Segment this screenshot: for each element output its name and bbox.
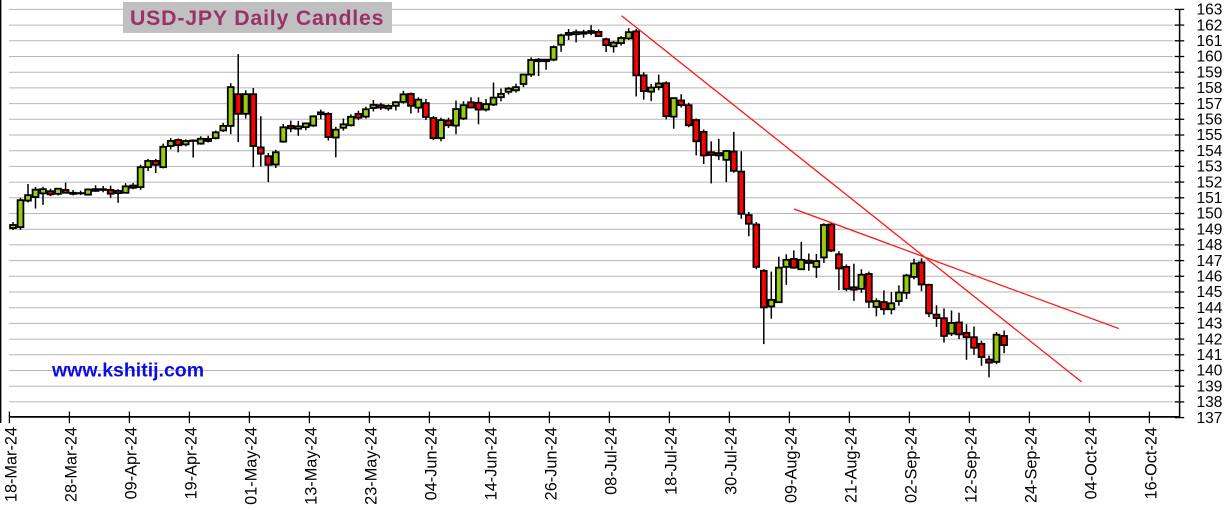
svg-text:13-May-24: 13-May-24 xyxy=(303,427,321,505)
svg-text:150: 150 xyxy=(1197,206,1223,223)
svg-text:148: 148 xyxy=(1197,237,1223,254)
svg-text:142: 142 xyxy=(1197,331,1223,348)
svg-text:152: 152 xyxy=(1197,174,1223,191)
svg-text:138: 138 xyxy=(1197,394,1223,411)
svg-text:151: 151 xyxy=(1197,190,1223,207)
svg-text:14-Jun-24: 14-Jun-24 xyxy=(483,427,501,500)
svg-text:156: 156 xyxy=(1197,112,1223,129)
svg-text:154: 154 xyxy=(1197,143,1223,160)
svg-text:08-Jul-24: 08-Jul-24 xyxy=(603,427,621,495)
svg-text:144: 144 xyxy=(1197,300,1223,317)
svg-text:26-Jun-24: 26-Jun-24 xyxy=(543,427,561,500)
svg-text:12-Sep-24: 12-Sep-24 xyxy=(963,427,981,503)
svg-text:16-Oct-24: 16-Oct-24 xyxy=(1143,427,1161,499)
svg-text:159: 159 xyxy=(1197,64,1223,81)
svg-text:160: 160 xyxy=(1197,49,1223,66)
svg-text:157: 157 xyxy=(1197,96,1223,113)
svg-text:09-Apr-24: 09-Apr-24 xyxy=(123,427,141,499)
svg-text:www.kshitij.com: www.kshitij.com xyxy=(51,360,204,382)
svg-text:02-Sep-24: 02-Sep-24 xyxy=(903,427,921,503)
svg-text:21-Aug-24: 21-Aug-24 xyxy=(843,427,861,503)
svg-text:23-May-24: 23-May-24 xyxy=(363,427,381,505)
svg-text:147: 147 xyxy=(1197,253,1223,270)
svg-text:139: 139 xyxy=(1197,378,1223,395)
svg-text:143: 143 xyxy=(1197,316,1223,333)
svg-text:137: 137 xyxy=(1197,410,1223,427)
svg-text:141: 141 xyxy=(1197,347,1223,364)
svg-text:146: 146 xyxy=(1197,269,1223,286)
svg-text:30-Jul-24: 30-Jul-24 xyxy=(723,427,741,495)
svg-text:149: 149 xyxy=(1197,221,1223,238)
svg-text:18-Mar-24: 18-Mar-24 xyxy=(3,427,21,502)
svg-text:158: 158 xyxy=(1197,80,1223,97)
svg-text:140: 140 xyxy=(1197,363,1223,380)
svg-text:28-Mar-24: 28-Mar-24 xyxy=(63,427,81,502)
svg-text:153: 153 xyxy=(1197,159,1223,176)
svg-text:04-Oct-24: 04-Oct-24 xyxy=(1083,427,1101,499)
svg-text:145: 145 xyxy=(1197,284,1223,301)
svg-text:155: 155 xyxy=(1197,127,1223,144)
svg-text:162: 162 xyxy=(1197,17,1223,34)
svg-text:19-Apr-24: 19-Apr-24 xyxy=(183,427,201,499)
svg-text:09-Aug-24: 09-Aug-24 xyxy=(783,427,801,503)
svg-text:04-Jun-24: 04-Jun-24 xyxy=(423,427,441,500)
svg-text:01-May-24: 01-May-24 xyxy=(243,427,261,505)
svg-text:USD-JPY Daily Candles: USD-JPY Daily Candles xyxy=(130,6,384,30)
svg-text:161: 161 xyxy=(1197,33,1223,50)
svg-text:18-Jul-24: 18-Jul-24 xyxy=(663,427,681,495)
svg-text:24-Sep-24: 24-Sep-24 xyxy=(1023,427,1041,503)
svg-text:163: 163 xyxy=(1197,2,1223,19)
